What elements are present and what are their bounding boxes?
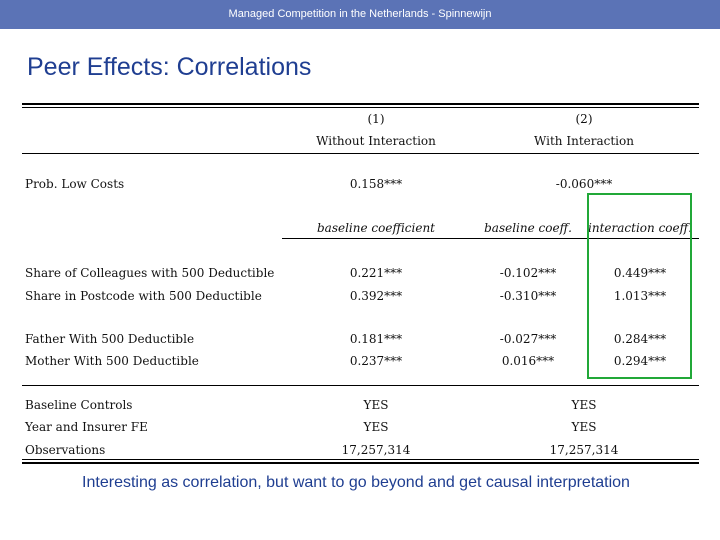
row-label: Prob. Low Costs — [25, 177, 125, 191]
header-text: Managed Competition in the Netherlands -… — [228, 8, 492, 20]
cell-value: YES — [571, 398, 597, 412]
cell-value: 17,257,314 — [341, 443, 411, 457]
cell-value: 0.237*** — [349, 354, 403, 368]
cell-value: -0.310*** — [499, 289, 557, 303]
cell-value: 0.294*** — [613, 354, 667, 368]
cell-value: 0.284*** — [613, 332, 667, 346]
cell-value: -0.060*** — [555, 177, 613, 191]
subheader-rule — [282, 238, 699, 239]
col1-name: Without Interaction — [316, 134, 436, 148]
table-top-rule-2 — [22, 107, 699, 108]
cell-value: 0.392*** — [349, 289, 403, 303]
header-rule — [22, 153, 699, 154]
cell-value: 0.221*** — [349, 266, 403, 280]
cell-value: -0.027*** — [499, 332, 557, 346]
cell-value: YES — [571, 420, 597, 434]
table-bottom-rule-2 — [22, 462, 699, 464]
cell-value: 17,257,314 — [549, 443, 619, 457]
cell-value: 0.158*** — [349, 177, 403, 191]
subheader-baseline-coefficient: baseline coefficient — [316, 221, 436, 235]
col2-name: With Interaction — [534, 134, 634, 148]
controls-rule — [22, 385, 699, 386]
cell-value: 0.181*** — [349, 332, 403, 346]
subheader-interaction-coeff: interaction coeff. — [588, 221, 692, 235]
row-label: Year and Insurer FE — [25, 420, 148, 434]
cell-value: -0.102*** — [499, 266, 557, 280]
col1-number: (1) — [367, 112, 385, 126]
cell-value: 0.016*** — [501, 354, 555, 368]
interaction-highlight-box — [587, 193, 692, 379]
row-label: Baseline Controls — [25, 398, 133, 412]
row-label: Mother With 500 Deductible — [25, 354, 199, 368]
col2-number: (2) — [575, 112, 593, 126]
table-bottom-rule — [22, 459, 699, 460]
slide-title: Peer Effects: Correlations — [27, 53, 312, 81]
table-top-rule — [22, 103, 699, 105]
subheader-baseline-coeff: baseline coeff. — [484, 221, 572, 235]
cell-value: YES — [363, 420, 389, 434]
row-label: Father With 500 Deductible — [25, 332, 195, 346]
cell-value: 0.449*** — [613, 266, 667, 280]
row-label: Share of Colleagues with 500 Deductible — [25, 266, 275, 280]
slide-footnote: Interesting as correlation, but want to … — [82, 474, 630, 491]
row-label: Share in Postcode with 500 Deductible — [25, 289, 262, 303]
cell-value: YES — [363, 398, 389, 412]
cell-value: 1.013*** — [613, 289, 667, 303]
header-bar: Managed Competition in the Netherlands -… — [0, 0, 720, 29]
row-label: Observations — [25, 443, 106, 457]
